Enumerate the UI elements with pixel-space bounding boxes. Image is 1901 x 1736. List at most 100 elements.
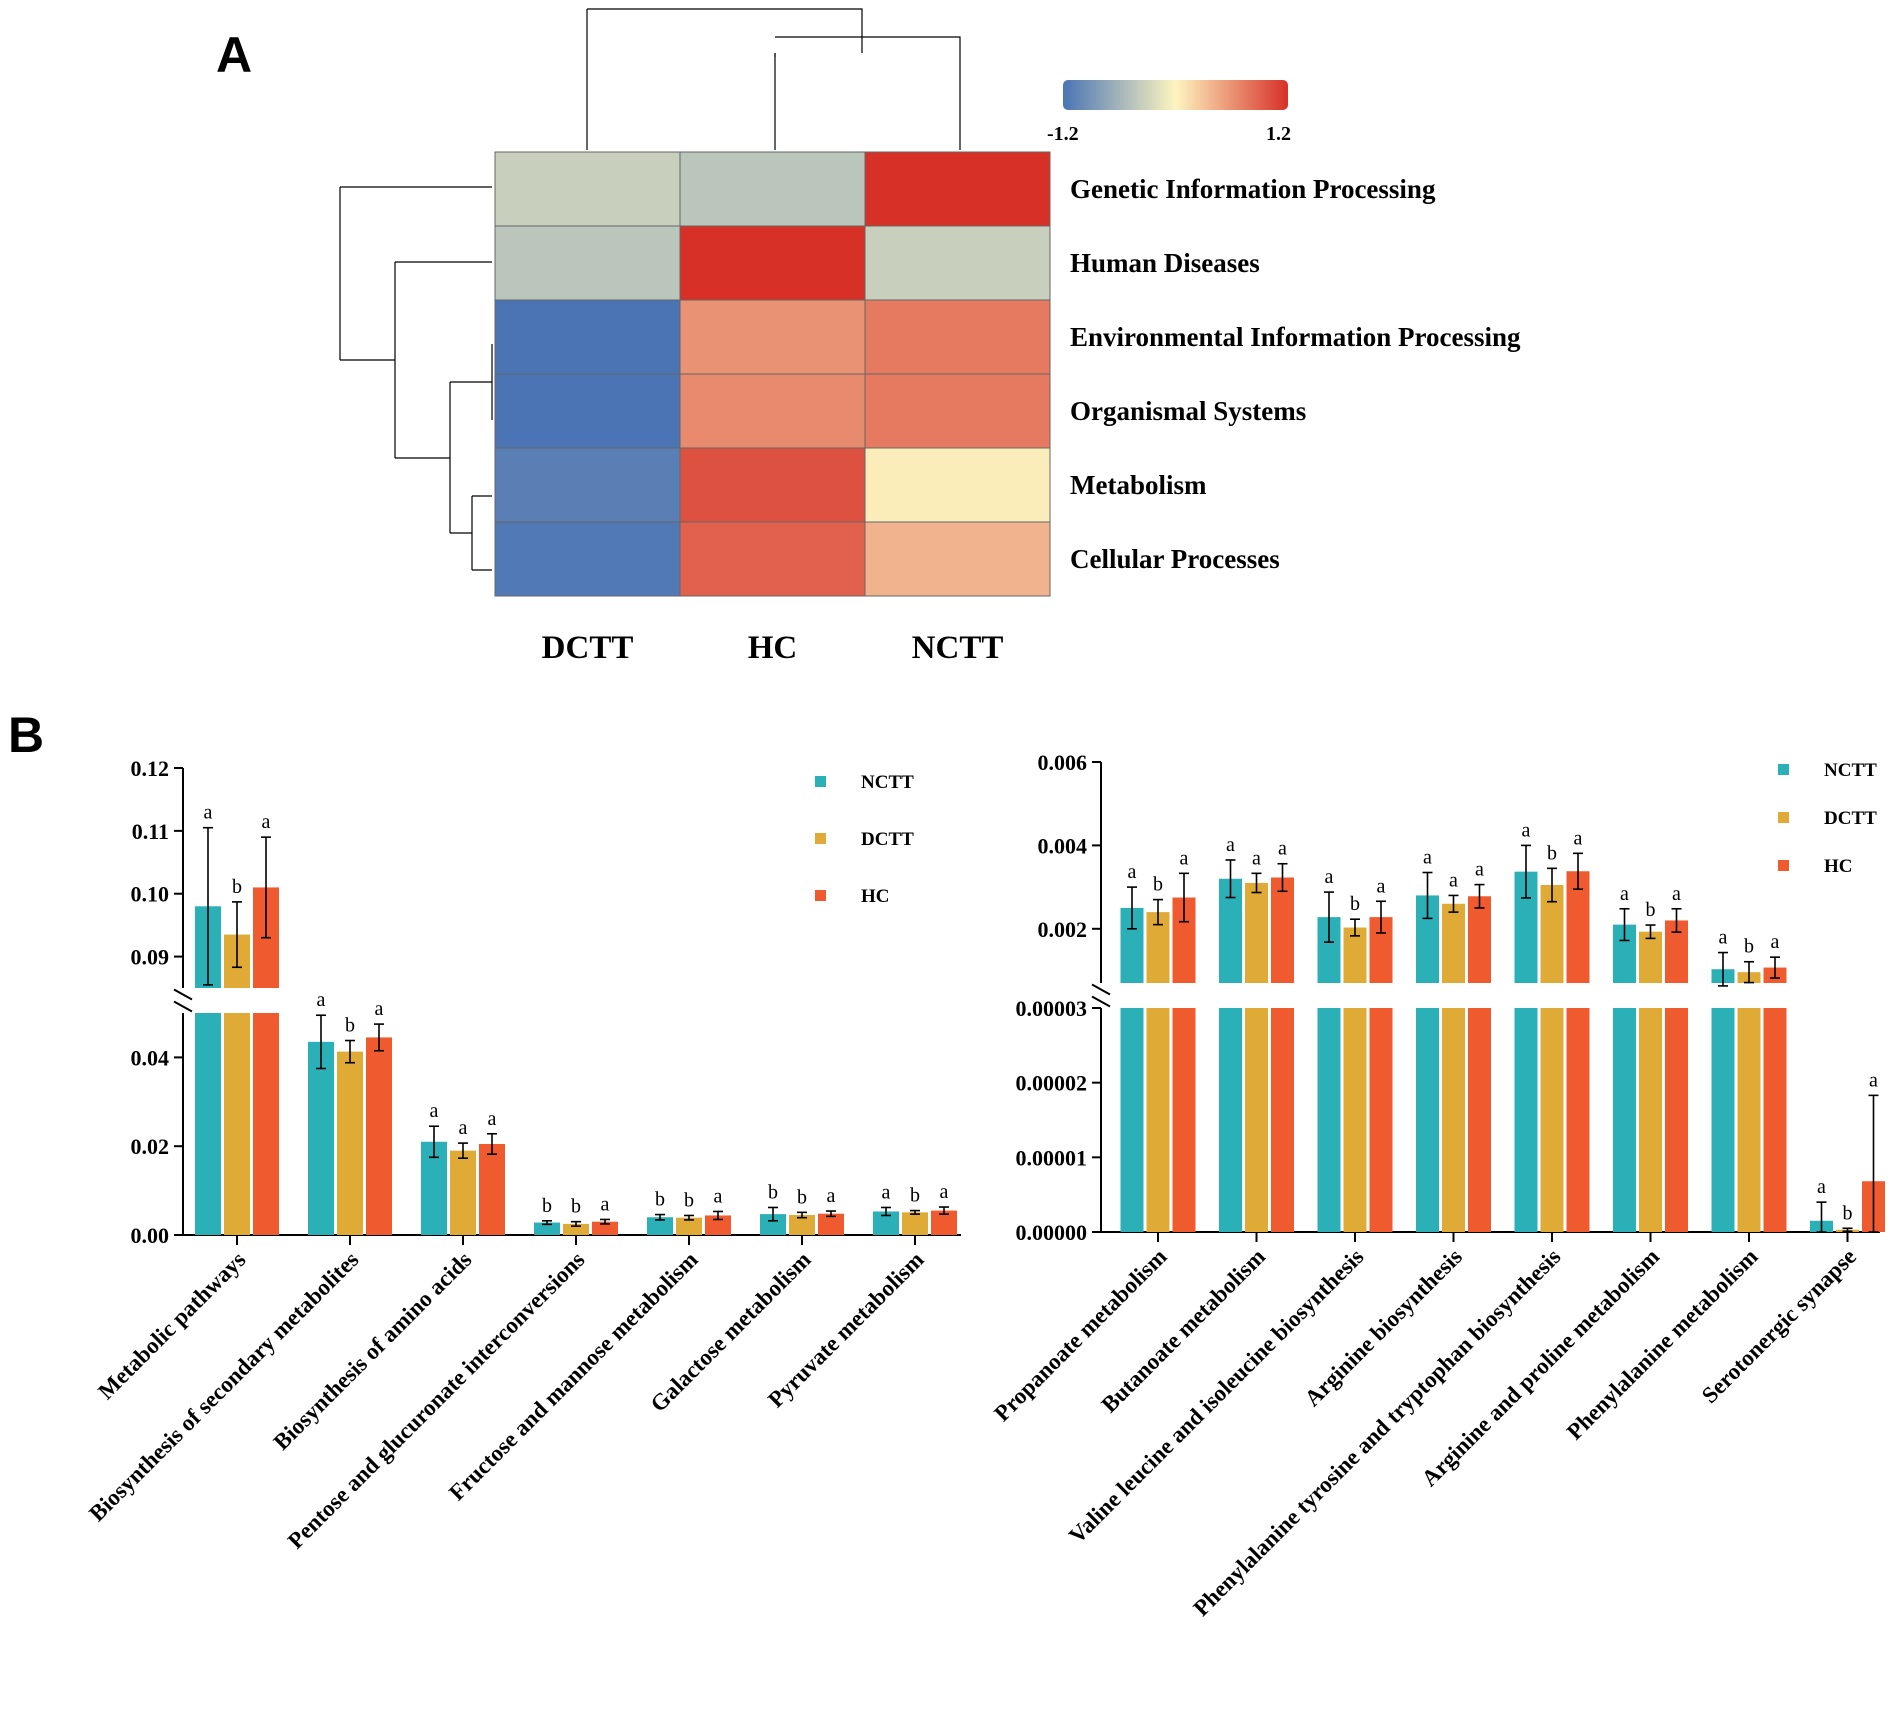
bar-hc bbox=[366, 1037, 392, 1235]
bar-nctt bbox=[1219, 1008, 1242, 1232]
heatmap-row-label: Genetic Information Processing bbox=[1070, 174, 1436, 204]
significance-letter: a bbox=[1128, 861, 1137, 883]
bar-nctt bbox=[873, 1211, 899, 1235]
x-category-label: Phenylalanine tyrosine and tryptophan bi… bbox=[1188, 1244, 1565, 1621]
bar-nctt bbox=[195, 1013, 221, 1235]
bar-nctt bbox=[1613, 1008, 1636, 1232]
bar-dctt bbox=[902, 1212, 928, 1235]
heatmap-cell bbox=[864, 299, 1051, 375]
significance-letter: b bbox=[797, 1186, 807, 1208]
y-tick-label: 0.10 bbox=[131, 882, 170, 907]
significance-letter: b bbox=[655, 1189, 665, 1211]
y-tick-label: 0.09 bbox=[131, 945, 170, 970]
y-tick-label: 0.02 bbox=[131, 1134, 170, 1159]
x-category-label: Propanoate metabolism bbox=[989, 1244, 1171, 1426]
significance-letter: a bbox=[1475, 859, 1484, 881]
bar-nctt bbox=[760, 1214, 786, 1235]
bar-dctt bbox=[224, 1013, 250, 1235]
bar-dctt bbox=[676, 1217, 702, 1235]
heatmap-cell bbox=[679, 521, 866, 597]
significance-letter: a bbox=[317, 989, 326, 1011]
y-tick-label: 0.12 bbox=[131, 756, 170, 781]
heatmap-cell bbox=[494, 447, 681, 523]
bar-hc bbox=[253, 1013, 279, 1235]
significance-letter: a bbox=[1522, 819, 1531, 841]
bar-hc-upper bbox=[1172, 897, 1196, 983]
significance-letter: a bbox=[1252, 847, 1261, 869]
significance-letter: a bbox=[375, 998, 384, 1020]
y-tick-label: 0.00001 bbox=[1016, 1145, 1088, 1170]
heatmap-dendrograms bbox=[339, 8, 961, 571]
heatmap-cell bbox=[864, 447, 1051, 523]
heatmap-cell bbox=[679, 225, 866, 301]
bar-dctt bbox=[1737, 1008, 1761, 1232]
bar-dctt-upper bbox=[1442, 903, 1465, 983]
heatmap-colorbar: -1.2 1.2 bbox=[1047, 80, 1291, 145]
colorbar-max-label: 1.2 bbox=[1266, 123, 1291, 145]
bar-hc bbox=[1369, 1008, 1393, 1232]
bar-dctt-upper bbox=[1639, 931, 1662, 983]
y-tick-label: 0.006 bbox=[1038, 750, 1088, 775]
significance-letter: a bbox=[1377, 875, 1386, 897]
significance-letter: b bbox=[910, 1185, 920, 1207]
heatmap-cell bbox=[679, 373, 866, 449]
significance-letter: b bbox=[1350, 893, 1360, 915]
bar-hc-upper bbox=[1369, 917, 1393, 983]
bar-dctt bbox=[1146, 1008, 1170, 1232]
significance-letter: a bbox=[1180, 847, 1189, 869]
heatmap-cell bbox=[494, 373, 681, 449]
bar-hc bbox=[1566, 1008, 1590, 1232]
bar-dctt-upper bbox=[1146, 912, 1170, 983]
significance-letter: a bbox=[1869, 1069, 1878, 1091]
significance-letter: a bbox=[1278, 838, 1287, 860]
heatmap-cell bbox=[864, 151, 1051, 227]
heatmap: Genetic Information Processing Human Dise… bbox=[339, 8, 1521, 666]
axis-break-mark bbox=[1091, 983, 1111, 996]
significance-letter: b bbox=[768, 1181, 778, 1203]
heatmap-row-label: Organismal Systems bbox=[1070, 396, 1306, 426]
bar-hc-upper bbox=[1468, 896, 1491, 983]
heatmap-cells bbox=[494, 151, 1051, 597]
y-tick-label: 0.04 bbox=[131, 1045, 170, 1070]
significance-letter: a bbox=[1325, 866, 1334, 888]
y-tick-label: 0.11 bbox=[132, 819, 169, 844]
significance-letter: a bbox=[1620, 883, 1629, 905]
bar-nctt bbox=[1416, 1008, 1439, 1232]
legend-label-hc: HC bbox=[861, 886, 890, 907]
significance-letter: a bbox=[827, 1185, 836, 1207]
bar-hc bbox=[1271, 1008, 1294, 1232]
significance-letter: a bbox=[1719, 927, 1728, 949]
significance-letter: a bbox=[601, 1193, 610, 1215]
heatmap-row-label: Environmental Information Processing bbox=[1070, 322, 1521, 352]
bar-chart-right: 0.00000 0.00001 0.00002 0.00003 0.002 0.004 0.… bbox=[989, 750, 1885, 1621]
axis-break-mark bbox=[1091, 995, 1111, 1008]
heatmap-row-labels: Genetic Information Processing Human Dise… bbox=[1070, 174, 1521, 574]
heatmap-row-label: Cellular Processes bbox=[1070, 544, 1280, 574]
significance-letter: a bbox=[1672, 883, 1681, 905]
colorbar-gradient bbox=[1063, 80, 1288, 110]
legend-swatch-nctt bbox=[815, 776, 826, 787]
x-category-label: Biosynthesis of amino acids bbox=[269, 1247, 477, 1455]
significance-letter: a bbox=[488, 1108, 497, 1130]
bar-dctt bbox=[1245, 1008, 1268, 1232]
heatmap-row-label: Metabolism bbox=[1070, 470, 1207, 500]
significance-letter: b bbox=[1153, 874, 1163, 896]
bar-dctt bbox=[1343, 1008, 1367, 1232]
significance-letter: b bbox=[1744, 936, 1754, 958]
x-category-label: Fructose and mannose metabolism bbox=[444, 1247, 702, 1505]
bar-hc bbox=[1468, 1008, 1491, 1232]
bar-dctt bbox=[337, 1051, 363, 1235]
y-tick-label: 0.00000 bbox=[1016, 1220, 1088, 1245]
legend-swatch-dctt bbox=[815, 833, 826, 844]
bar-nctt bbox=[1711, 1008, 1735, 1232]
heatmap-column-label: HC bbox=[748, 630, 798, 666]
bar-hc-upper bbox=[1665, 920, 1688, 983]
legend-label-hc: HC bbox=[1824, 856, 1853, 877]
bar-dctt-upper bbox=[1540, 885, 1564, 983]
significance-letter: a bbox=[1226, 834, 1235, 856]
bar-nctt bbox=[1317, 1008, 1341, 1232]
bar-hc bbox=[1763, 1008, 1787, 1232]
significance-letter: a bbox=[1771, 931, 1780, 953]
significance-letter: b bbox=[232, 876, 242, 898]
